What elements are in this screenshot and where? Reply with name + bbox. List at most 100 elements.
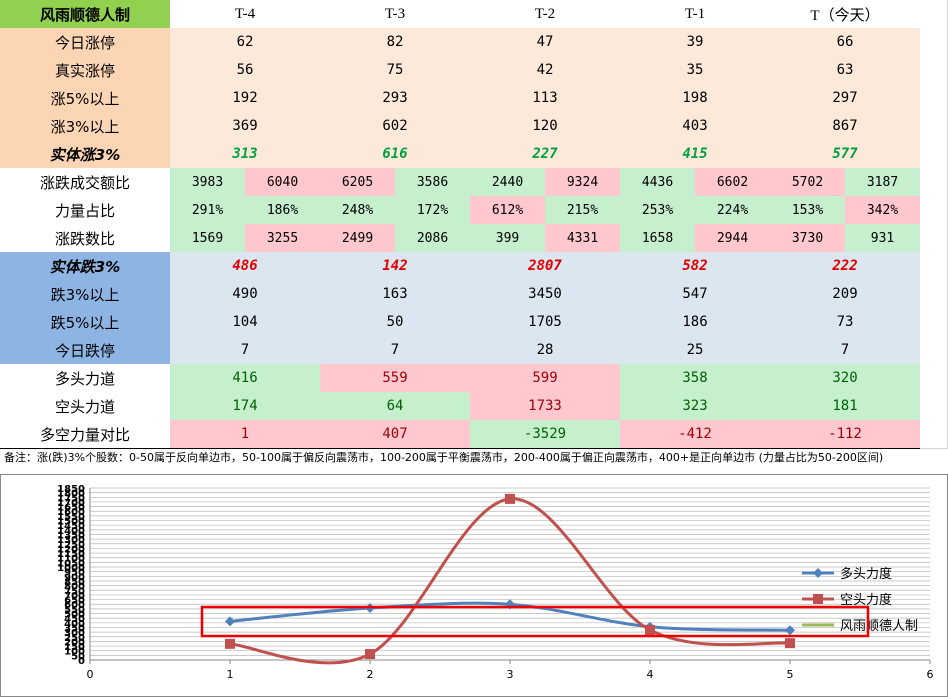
empty-cell [920,0,948,29]
y-tick-label: 500 [64,610,85,621]
x-tick-label: 2 [367,668,374,681]
y-tick-label: 150 [64,642,85,653]
row-label: 今日跌停 [0,336,171,365]
value-cell: 1569 [170,224,246,253]
marker [785,638,795,649]
value-cell: 616 [320,140,471,169]
marker [785,625,795,636]
empty-cell [920,140,948,169]
value-cell: 2440 [470,168,546,197]
y-tick-label: 1850 [57,484,85,495]
value-cell: 113 [470,84,621,113]
marker [365,649,375,660]
row-label: 涨3%以上 [0,112,171,141]
value-cell: 209 [770,280,921,309]
value-cell: 73 [770,308,921,337]
header-cell: T-4 [170,0,321,29]
legend-label: 多头力度 [840,566,892,582]
value-cell: 6205 [320,168,396,197]
value-cell: 5702 [770,168,846,197]
value-cell: 6602 [695,168,771,197]
y-tick-label: 900 [64,572,85,583]
y-tick-label: 1500 [57,517,85,528]
value-cell: 3255 [245,224,321,253]
y-tick-label: 1200 [57,544,85,555]
value-cell: 293 [320,84,471,113]
value-cell: -412 [620,420,771,449]
value-cell: -3529 [470,420,621,449]
value-cell: 50 [320,308,471,337]
y-tick-label: 200 [64,637,85,648]
value-cell: 291% [170,196,246,225]
y-tick-label: 650 [64,596,85,607]
value-cell: 82 [320,28,471,57]
marker [813,594,823,604]
header-cell: 风雨顺德人制 [0,0,171,29]
value-cell: 47 [470,28,621,57]
value-cell: 7 [320,336,471,365]
marker [505,599,515,610]
x-tick-label: 3 [507,668,514,681]
value-cell: -112 [770,420,921,449]
value-cell: 186% [245,196,321,225]
y-tick-label: 400 [64,619,85,630]
y-tick-label: 50 [71,651,85,662]
value-cell: 297 [770,84,921,113]
empty-cell [920,56,948,85]
y-tick-label: 1300 [57,535,85,546]
y-tick-label: 950 [64,568,85,579]
value-cell: 3187 [845,168,921,197]
value-cell: 2499 [320,224,396,253]
value-cell: 3586 [395,168,471,197]
y-tick-label: 850 [64,577,85,588]
row-label: 涨跌成交额比 [0,168,171,197]
value-cell: 248% [320,196,396,225]
value-cell: 323 [620,392,771,421]
value-cell: 582 [620,252,771,281]
value-cell: 559 [320,364,471,393]
marker [225,638,235,649]
value-cell: 4436 [620,168,696,197]
y-tick-label: 1050 [57,558,85,569]
value-cell: 224% [695,196,771,225]
value-cell: 9324 [545,168,621,197]
header-cell: T-3 [320,0,471,29]
x-tick-label: 6 [927,668,934,681]
y-tick-label: 0 [78,656,85,667]
value-cell: 181 [770,392,921,421]
value-cell: 120 [470,112,621,141]
value-cell: 104 [170,308,321,337]
y-tick-label: 100 [64,647,85,658]
value-cell: 2944 [695,224,771,253]
value-cell: 62 [170,28,321,57]
value-cell: 407 [320,420,471,449]
y-tick-label: 300 [64,628,85,639]
y-tick-label: 1800 [57,489,85,500]
y-tick-label: 800 [64,582,85,593]
row-label: 实体涨3% [0,140,171,169]
row-label: 空头力道 [0,392,171,421]
y-tick-label: 1550 [57,512,85,523]
value-cell: 66 [770,28,921,57]
y-tick-label: 1150 [57,549,85,560]
empty-cell [920,280,948,309]
value-cell: 172% [395,196,471,225]
y-tick-label: 600 [64,600,85,611]
value-cell: 369 [170,112,321,141]
value-cell: 198 [620,84,771,113]
value-cell: 56 [170,56,321,85]
header-cell: T-1 [620,0,771,29]
value-cell: 490 [170,280,321,309]
legend-label: 空头力度 [840,592,892,608]
row-label: 真实涨停 [0,56,171,85]
empty-cell [920,420,948,449]
value-cell: 6040 [245,168,321,197]
y-tick-label: 1400 [57,526,85,537]
row-label: 多空力量对比 [0,420,171,449]
value-cell: 142 [320,252,471,281]
value-cell: 2807 [470,252,621,281]
y-tick-label: 700 [64,591,85,602]
row-label: 力量占比 [0,196,171,225]
highlight-box [200,605,870,638]
header-cell: T（今天） [770,0,921,29]
